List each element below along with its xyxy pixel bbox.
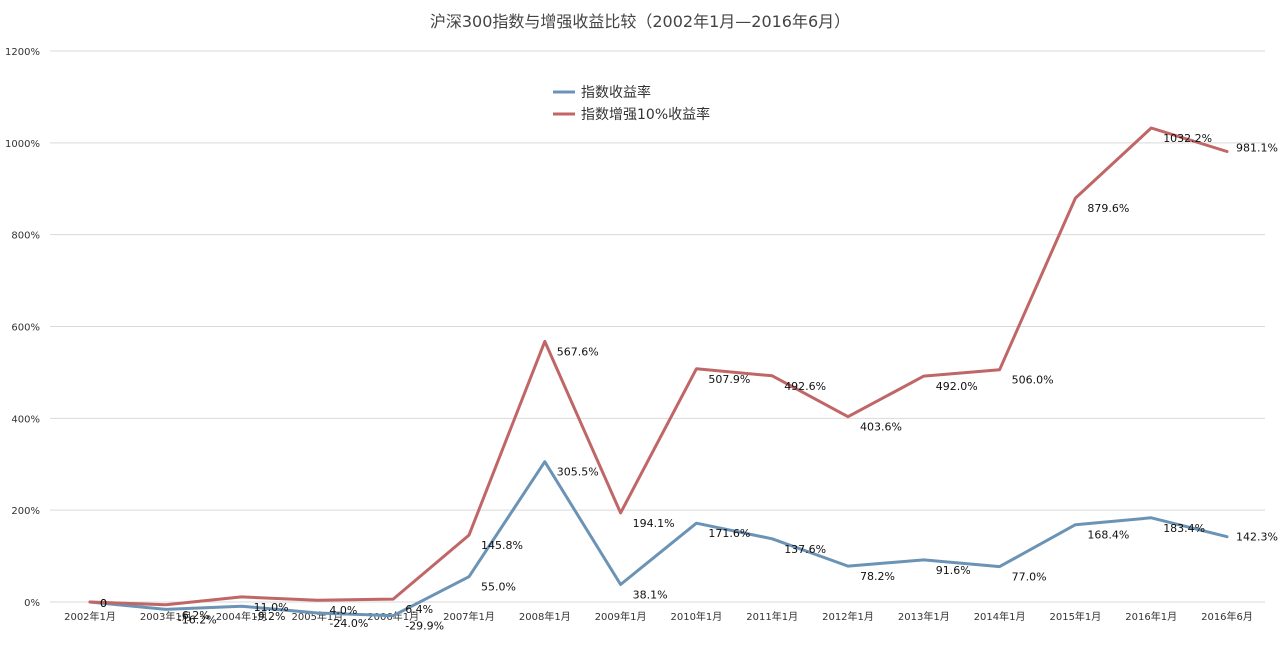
data-label: 168.4% [1087,529,1129,542]
x-tick-label: 2012年1月 [822,610,874,623]
data-labels: 0 -16.2% -9.2% -24.0% -29.9% 55.0% 305.5% 38.1%… [100,132,1278,633]
data-label: 506.0% [1012,374,1054,387]
data-label: 403.6% [860,421,902,434]
y-tick-label: 1000% [5,139,40,150]
y-tick-label: 200% [11,506,40,517]
x-tick-label: 2016年1月 [1125,610,1177,623]
data-label: 879.6% [1087,202,1129,215]
x-tick-label: 2014年1月 [974,610,1026,623]
data-label: 194.1% [633,517,675,530]
legend-label-enhanced: 指数增强10%收益率 [581,106,710,123]
data-label: 492.6% [784,380,826,393]
data-label: 77.0% [1012,571,1047,584]
legend: 指数收益率 指数增强10%收益率 [553,84,710,123]
data-label: -24.0% [329,617,368,630]
data-label: 492.0% [936,380,978,393]
data-label: 91.6% [936,564,971,577]
legend-label-index: 指数收益率 [581,84,651,101]
x-tick-label: 2004年1月 [216,610,268,623]
x-tick-label: 2011年1月 [746,610,798,623]
data-label: 6.4% [405,603,433,616]
data-label: 38.1% [633,589,668,602]
x-tick-label: 2007年1月 [443,610,495,623]
data-label: 0 [100,597,107,610]
x-tick-label: 2008年1月 [519,610,571,623]
data-label: 1032.2% [1163,132,1212,145]
series-lines [88,126,1229,618]
data-label: -9.2% [254,610,286,623]
y-tick-label: 600% [11,323,40,334]
data-label: 4.0% [329,604,357,617]
data-label: -16.2% [178,613,217,626]
data-label: 11.0% [254,601,289,614]
data-label: 137.6% [784,543,826,556]
data-label: 0 [100,597,107,610]
grid [50,50,1265,603]
data-label: 145.8% [481,539,523,552]
x-tick-label: 2015年1月 [1049,610,1101,623]
data-label: 78.2% [860,570,895,583]
data-label: 183.4% [1163,522,1205,535]
x-tick-label: 2009年1月 [595,610,647,623]
data-label: 981.1% [1236,142,1278,155]
x-tick-label: 2002年1月 [64,610,116,623]
data-label: -29.9% [405,620,444,633]
y-axis-ticks: 0% 200% 400% 600% 800% 1000% 1200% [5,47,40,609]
series-line-enhanced [88,126,1229,607]
data-label: 55.0% [481,581,516,594]
y-tick-label: 0% [24,598,40,609]
data-label: 171.6% [708,527,750,540]
data-label: 507.9% [708,373,750,386]
data-label: 142.3% [1236,531,1278,544]
data-label: 305.5% [557,466,599,479]
x-tick-label: 2010年1月 [670,610,722,623]
x-tick-label: 2016年6月 [1201,610,1253,623]
x-tick-label: 2013年1月 [898,610,950,623]
y-tick-label: 800% [11,231,40,242]
data-label: -6.2% [178,609,210,622]
series-line-index [88,460,1229,618]
x-axis-ticks: 2002年1月 2003年1月 2004年1月 2005年1月 2006年1月 2007年… [64,610,1253,623]
chart-title: 沪深300指数与增强收益比较（2002年1月—2016年6月） [430,12,850,31]
x-tick-label: 2003年1月 [140,610,192,623]
y-tick-label: 400% [11,414,40,425]
y-tick-label: 1200% [5,47,40,58]
data-label: 567.6% [557,345,599,358]
